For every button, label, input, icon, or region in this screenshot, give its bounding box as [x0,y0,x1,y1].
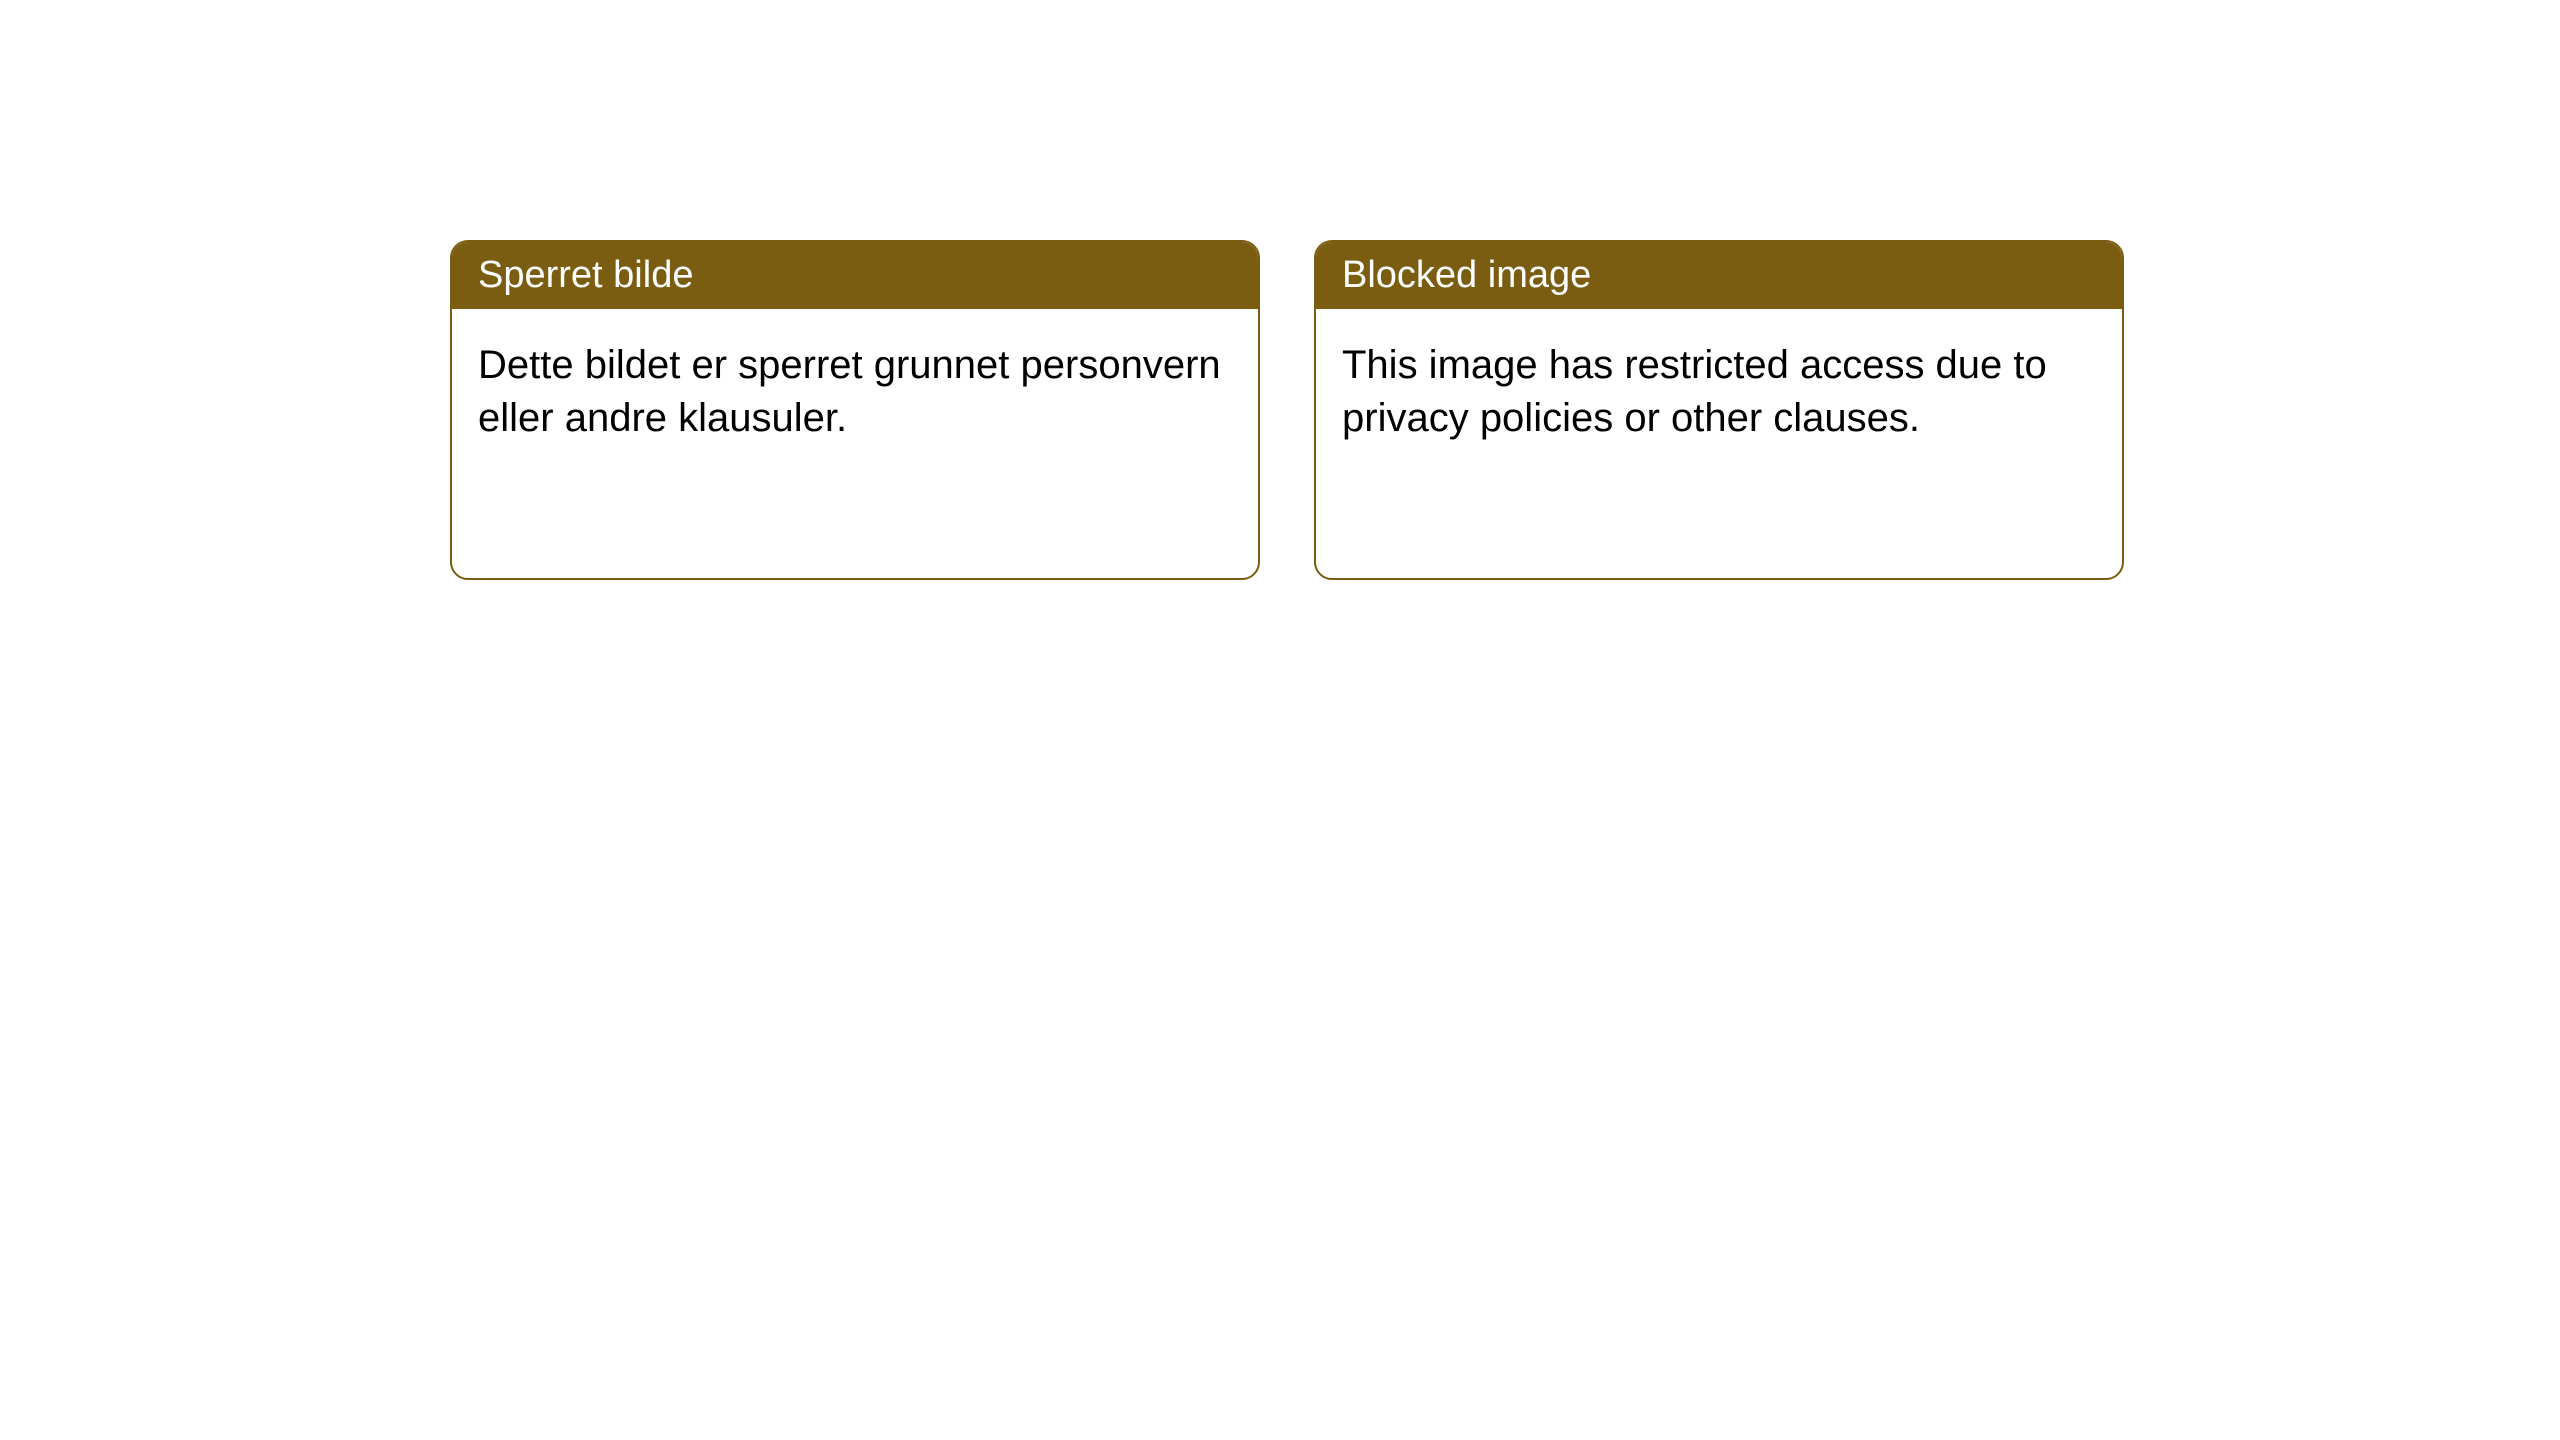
card-title-no: Sperret bilde [478,254,693,296]
blocked-image-card-no: Sperret bilde Dette bildet er sperret gr… [450,240,1260,580]
blocked-image-card-en: Blocked image This image has restricted … [1314,240,2124,580]
cards-container: Sperret bilde Dette bildet er sperret gr… [450,240,2560,580]
card-body-text-no: Dette bildet er sperret grunnet personve… [478,343,1221,440]
card-body-text-en: This image has restricted access due to … [1342,343,2047,440]
card-title-en: Blocked image [1342,254,1591,296]
card-body-en: This image has restricted access due to … [1316,309,2122,475]
card-body-no: Dette bildet er sperret grunnet personve… [452,309,1258,475]
card-header-no: Sperret bilde [452,242,1258,309]
card-header-en: Blocked image [1316,242,2122,309]
